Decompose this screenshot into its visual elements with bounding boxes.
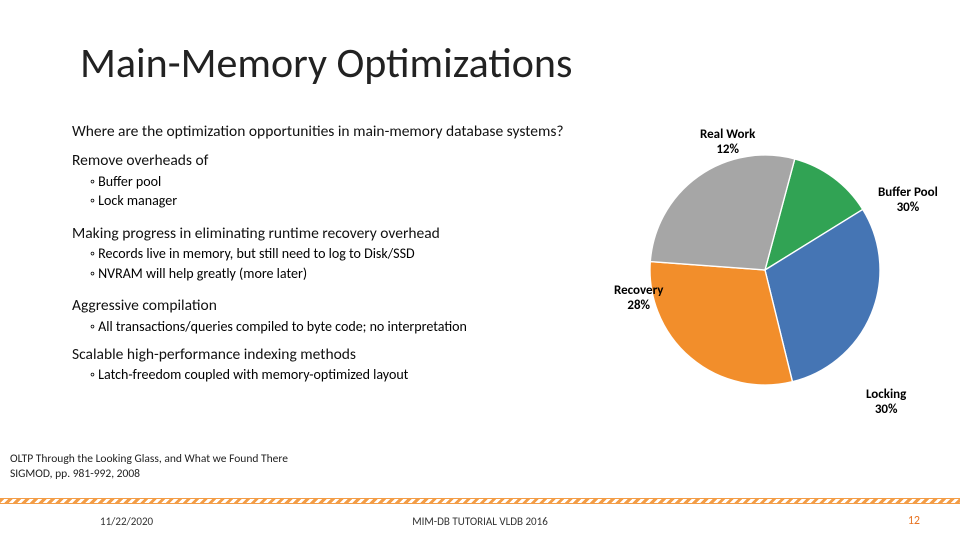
footer: 11/22/2020 MIM-DB TUTORIAL VLDB 2016 12 (0, 496, 960, 540)
pie-slice-label: Real Work12% (700, 128, 755, 158)
section-3-item-a: All transactions/queries compiled to byt… (90, 318, 632, 336)
pie-slice-label: Recovery28% (614, 284, 663, 314)
section-2-item-a: Records live in memory, but still need t… (90, 245, 632, 263)
question-text: Where are the optimization opportunities… (72, 122, 632, 141)
reference-line-2: SIGMOD, pp. 981-992, 2008 (10, 467, 288, 482)
section-2: Making progress in eliminating runtime r… (72, 224, 632, 243)
body-text: Where are the optimization opportunities… (72, 122, 632, 384)
pie-chart (650, 155, 880, 385)
slide-title: Main-Memory Optimizations (80, 38, 572, 89)
section-1-item-b: Lock manager (90, 192, 632, 210)
section-4: Scalable high-performance indexing metho… (72, 345, 632, 364)
pie-svg (650, 155, 880, 385)
pie-slice-label: Locking30% (866, 388, 906, 418)
footer-divider (0, 498, 960, 504)
reference-line-1: OLTP Through the Looking Glass, and What… (10, 452, 288, 467)
section-2-item-b: NVRAM will help greatly (more later) (90, 265, 632, 283)
section-4-item-a: Latch-freedom coupled with memory-optimi… (90, 366, 632, 384)
slide: Main-Memory Optimizations Where are the … (0, 0, 960, 540)
footer-page-number: 12 (908, 514, 920, 528)
section-1: Remove overheads of (72, 151, 632, 170)
section-1-item-a: Buffer pool (90, 173, 632, 191)
reference-citation: OLTP Through the Looking Glass, and What… (10, 452, 288, 482)
footer-center: MIM-DB TUTORIAL VLDB 2016 (0, 515, 960, 528)
pie-slice-label: Buffer Pool30% (878, 186, 938, 216)
section-3: Aggressive compilation (72, 296, 632, 315)
